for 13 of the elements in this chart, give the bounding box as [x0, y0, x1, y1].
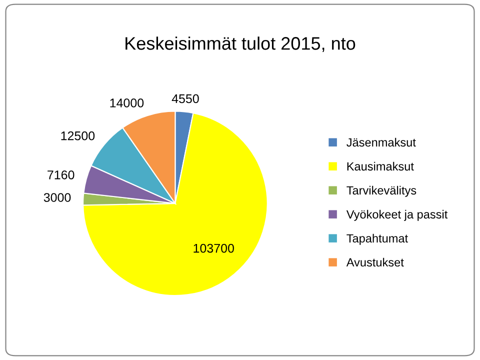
legend-label: Kausimaksut — [347, 162, 414, 171]
data-label: 4550 — [172, 94, 199, 104]
legend-label: Jäsenmaksut — [346, 138, 416, 147]
legend-label: Tapahtumat — [346, 234, 408, 245]
data-label: 7160 — [48, 170, 74, 180]
legend-label: Vyökokeet ja passit — [346, 210, 448, 221]
legend-label: Tarvikevälitys — [346, 186, 416, 197]
data-label: 12500 — [61, 131, 95, 140]
data-label: 14000 — [110, 98, 144, 108]
chart-title: Keskeisimmät tulot 2015, nto — [126, 36, 356, 52]
data-label: 103700 — [194, 244, 234, 253]
legend-label: Avustukset — [346, 258, 404, 267]
data-label: 3000 — [44, 193, 71, 202]
